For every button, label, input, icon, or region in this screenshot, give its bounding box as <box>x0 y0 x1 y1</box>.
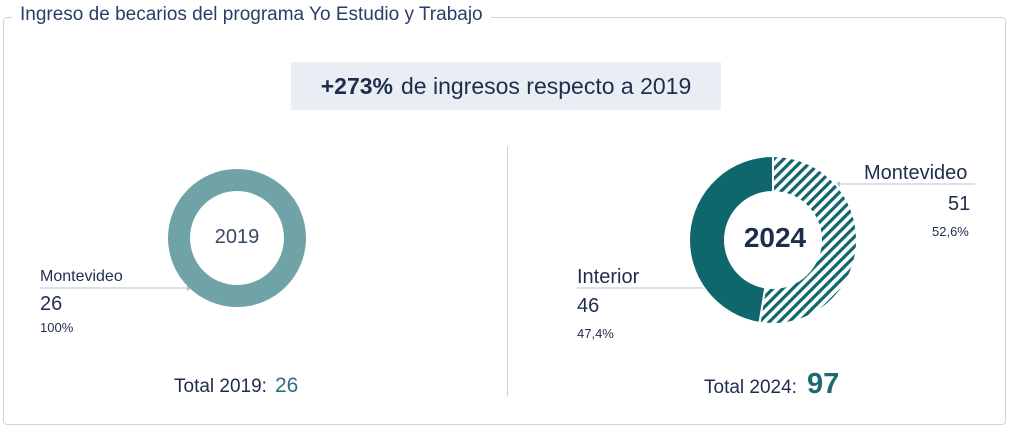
total-2024-value: 97 <box>806 368 840 400</box>
label-2024-montevideo-pct: 52,6% <box>932 224 969 239</box>
total-2019-label: Total 2019: <box>174 376 267 397</box>
label-2024-montevideo-name: Montevideo <box>864 162 968 184</box>
donut-2024-slice-interior <box>688 154 774 325</box>
chart-title: Ingreso de becarios del programa Yo Estu… <box>12 4 491 26</box>
donut-2019-center-label: 2019 <box>214 226 260 248</box>
donut-2024-center-label: 2024 <box>743 222 807 253</box>
growth-percent: +273% <box>320 72 393 99</box>
label-2019-montevideo-pct: 100% <box>40 320 74 335</box>
growth-text: de ingresos respecto a 2019 <box>401 72 692 99</box>
chart-frame <box>3 17 1006 425</box>
label-2019-montevideo-value: 26 <box>40 293 63 315</box>
donut-2024-slice-montevideo <box>758 154 858 325</box>
label-2019-montevideo-name: Montevideo <box>40 268 123 285</box>
donut-2019-slice-montevideo <box>167 168 306 308</box>
panel-divider <box>507 146 508 396</box>
label-2024-interior-name: Interior <box>577 266 640 288</box>
total-2019: Total 2019: 26 <box>174 374 298 398</box>
label-2024-interior-value: 46 <box>577 295 600 317</box>
arrow-2024-montevideo <box>835 181 840 187</box>
total-2024-label: Total 2024: <box>704 377 797 398</box>
growth-banner: +273% de ingresos respecto a 2019 <box>291 62 721 110</box>
label-2024-interior-pct: 47,4% <box>577 326 614 341</box>
total-2019-value: 26 <box>274 374 299 397</box>
total-2024: Total 2024: 97 <box>704 368 839 401</box>
label-2024-montevideo-value: 51 <box>948 193 971 215</box>
